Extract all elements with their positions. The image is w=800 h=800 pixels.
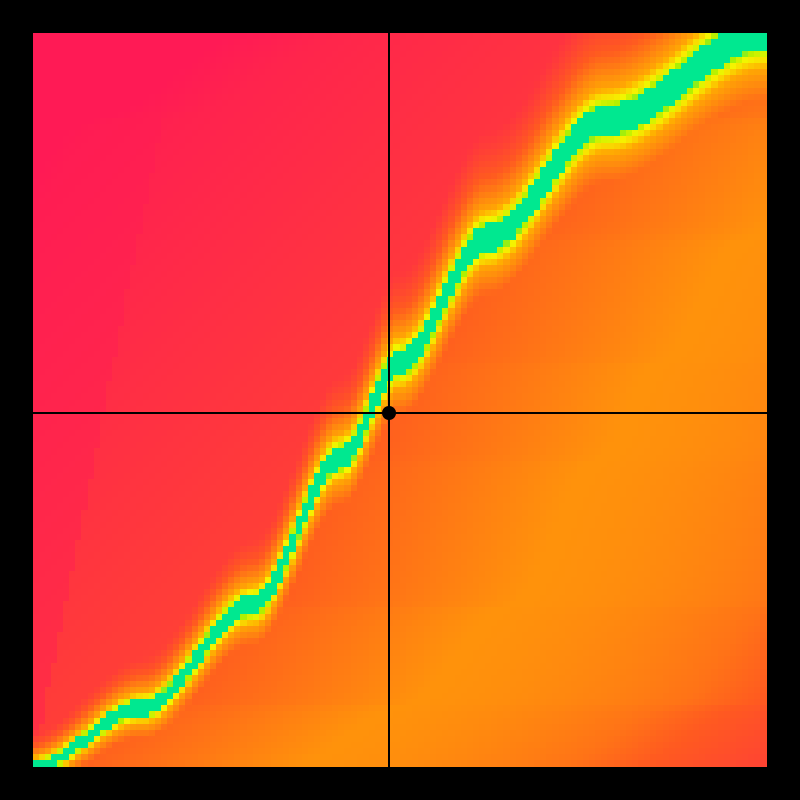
crosshair-marker xyxy=(382,406,396,420)
chart-container: TheBottleneck.com xyxy=(0,0,800,800)
plot-frame xyxy=(0,0,800,800)
crosshair-horizontal xyxy=(33,412,767,414)
heatmap-canvas xyxy=(33,33,767,767)
crosshair-vertical xyxy=(388,33,390,767)
